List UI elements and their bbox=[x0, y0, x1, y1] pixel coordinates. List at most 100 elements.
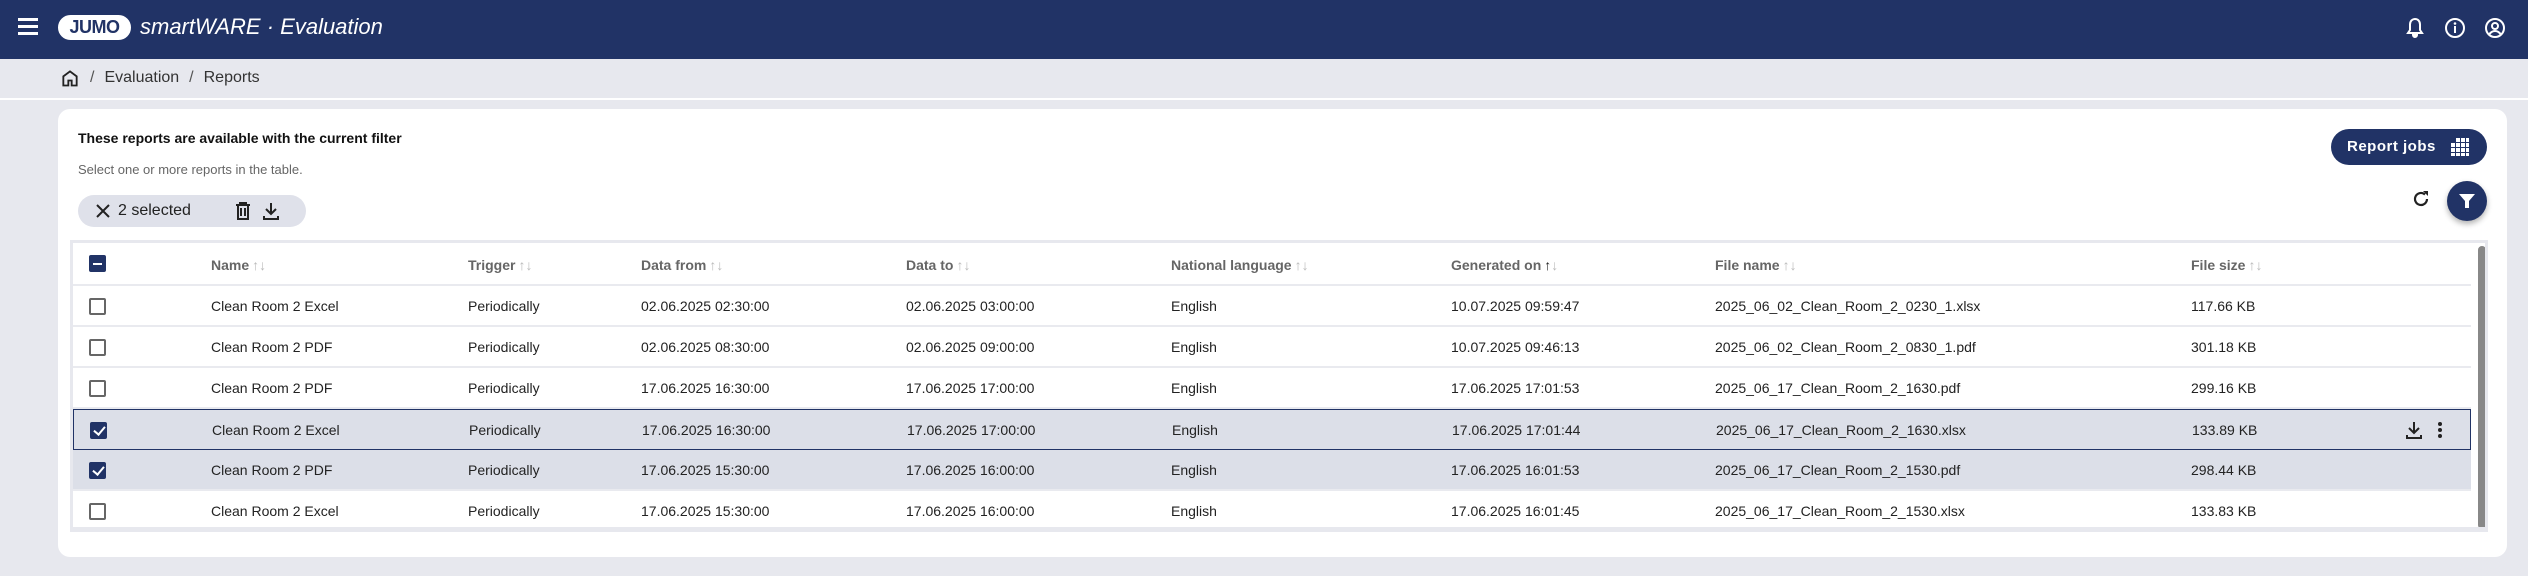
reports-card: These reports are available with the cur… bbox=[58, 109, 2507, 557]
refresh-icon[interactable] bbox=[2411, 189, 2431, 209]
table-row[interactable]: Clean Room 2 Excel Periodically 17.06.2025… bbox=[73, 491, 2471, 527]
column-header-data-to[interactable]: Data to ↑↓ bbox=[906, 257, 970, 273]
column-header-file-name[interactable]: File name ↑↓ bbox=[1715, 257, 1797, 273]
sort-arrows-icon[interactable]: ↑↓ bbox=[1544, 257, 1559, 273]
cell-generated: 17.06.2025 16:01:53 bbox=[1451, 462, 1580, 478]
sort-arrows-icon[interactable]: ↑↓ bbox=[252, 257, 267, 273]
cell-generated: 10.07.2025 09:46:13 bbox=[1451, 339, 1580, 355]
cell-name: Clean Room 2 Excel bbox=[211, 503, 339, 519]
row-checkbox[interactable] bbox=[90, 422, 107, 439]
card-subtitle: Select one or more reports in the table. bbox=[78, 162, 303, 177]
cell-file: 2025_06_17_Clean_Room_2_1630.pdf bbox=[1715, 380, 1961, 396]
column-label: File size bbox=[2191, 257, 2246, 273]
cell-trigger: Periodically bbox=[468, 298, 540, 314]
jumo-logo: JUMO bbox=[58, 15, 131, 40]
row-download-icon[interactable] bbox=[2404, 420, 2424, 440]
sort-arrows-icon[interactable]: ↑↓ bbox=[709, 257, 724, 273]
filter-icon bbox=[2459, 194, 2475, 208]
cell-file: 2025_06_02_Clean_Room_2_0830_1.pdf bbox=[1715, 339, 1976, 355]
cell-size: 117.66 KB bbox=[2191, 298, 2256, 314]
cell-trigger: Periodically bbox=[468, 380, 540, 396]
menu-icon[interactable] bbox=[18, 18, 38, 35]
column-header-trigger[interactable]: Trigger ↑↓ bbox=[468, 257, 532, 273]
cell-from: 17.06.2025 15:30:00 bbox=[641, 503, 770, 519]
sort-arrows-icon[interactable]: ↑↓ bbox=[956, 257, 971, 273]
cell-trigger: Periodically bbox=[468, 462, 540, 478]
column-header-national-language[interactable]: National language ↑↓ bbox=[1171, 257, 1309, 273]
cell-trigger: Periodically bbox=[469, 422, 541, 438]
cell-size: 133.89 KB bbox=[2192, 422, 2258, 438]
sort-arrows-icon[interactable]: ↑↓ bbox=[518, 257, 533, 273]
row-checkbox[interactable] bbox=[89, 503, 106, 520]
table-row[interactable]: Clean Room 2 PDF Periodically 02.06.2025 0… bbox=[73, 327, 2471, 368]
breadcrumb: / Evaluation / Reports bbox=[60, 66, 260, 90]
cell-from: 17.06.2025 16:30:00 bbox=[641, 380, 770, 396]
table-row[interactable]: Clean Room 2 PDF Periodically 17.06.2025 1… bbox=[73, 450, 2471, 491]
column-label: Generated on bbox=[1451, 257, 1542, 273]
cell-to: 17.06.2025 16:00:00 bbox=[906, 462, 1035, 478]
delete-icon[interactable] bbox=[234, 201, 252, 221]
cell-lang: English bbox=[1171, 462, 1217, 478]
sort-arrows-icon[interactable]: ↑↓ bbox=[2248, 257, 2263, 273]
breadcrumb-reports: Reports bbox=[203, 69, 260, 86]
cell-lang: English bbox=[1171, 503, 1217, 519]
row-checkbox[interactable] bbox=[89, 462, 106, 479]
cell-lang: English bbox=[1171, 298, 1217, 314]
cell-from: 02.06.2025 08:30:00 bbox=[641, 339, 770, 355]
cell-file: 2025_06_02_Clean_Room_2_0230_1.xlsx bbox=[1715, 298, 1981, 314]
breadcrumb-separator: / bbox=[90, 69, 95, 86]
more-options-icon[interactable] bbox=[2436, 420, 2444, 440]
cell-lang: English bbox=[1171, 380, 1217, 396]
column-label: Data to bbox=[906, 257, 954, 273]
download-icon[interactable] bbox=[261, 201, 281, 221]
sort-arrows-icon[interactable]: ↑↓ bbox=[1294, 257, 1309, 273]
cell-generated: 17.06.2025 17:01:44 bbox=[1452, 422, 1581, 438]
filter-button[interactable] bbox=[2447, 181, 2487, 221]
row-checkbox[interactable] bbox=[89, 380, 106, 397]
cell-from: 02.06.2025 02:30:00 bbox=[641, 298, 770, 314]
top-bar: JUMO smartWARE · Evaluation bbox=[0, 0, 2528, 59]
info-icon[interactable] bbox=[2443, 16, 2467, 40]
scrollbar[interactable] bbox=[2478, 246, 2485, 527]
account-icon[interactable] bbox=[2483, 16, 2507, 40]
cell-size: 301.18 KB bbox=[2191, 339, 2257, 355]
cell-generated: 10.07.2025 09:59:47 bbox=[1451, 298, 1580, 314]
cell-name: Clean Room 2 PDF bbox=[211, 462, 333, 478]
card-title: These reports are available with the cur… bbox=[78, 130, 402, 146]
column-header-generated-on[interactable]: Generated on ↑↓ bbox=[1451, 257, 1558, 273]
bell-icon[interactable] bbox=[2403, 16, 2427, 40]
cell-generated: 17.06.2025 17:01:53 bbox=[1451, 380, 1580, 396]
column-header-name[interactable]: Name ↑↓ bbox=[211, 257, 266, 273]
select-all-checkbox[interactable] bbox=[89, 255, 106, 272]
breadcrumb-evaluation[interactable]: Evaluation bbox=[104, 69, 180, 86]
table-row[interactable]: Clean Room 2 Excel Periodically 02.06.2025… bbox=[73, 286, 2471, 327]
column-label: Data from bbox=[641, 257, 707, 273]
report-jobs-label: Report jobs bbox=[2347, 138, 2436, 155]
table-row[interactable]: Clean Room 2 Excel Periodically 17.06.2025… bbox=[73, 409, 2471, 450]
grid-schedule-icon bbox=[2451, 138, 2469, 156]
table-header: Name ↑↓ Trigger ↑↓ Data from ↑↓ Data to ↑↓ Natio… bbox=[73, 243, 2471, 286]
selection-count: 2 selected bbox=[118, 202, 191, 219]
column-header-data-from[interactable]: Data from ↑↓ bbox=[641, 257, 723, 273]
home-icon[interactable] bbox=[60, 68, 80, 88]
cell-file: 2025_06_17_Clean_Room_2_1530.xlsx bbox=[1715, 503, 1965, 519]
selection-chip: 2 selected bbox=[78, 195, 306, 227]
reports-table: Name ↑↓ Trigger ↑↓ Data from ↑↓ Data to ↑↓ Natio… bbox=[70, 240, 2488, 532]
column-header-file-size[interactable]: File size ↑↓ bbox=[2191, 257, 2262, 273]
report-jobs-button[interactable]: Report jobs bbox=[2331, 129, 2487, 165]
table-row[interactable]: Clean Room 2 PDF Periodically 17.06.2025 1… bbox=[73, 368, 2471, 409]
column-label: File name bbox=[1715, 257, 1780, 273]
cell-trigger: Periodically bbox=[468, 503, 540, 519]
cell-lang: English bbox=[1171, 339, 1217, 355]
column-label: Trigger bbox=[468, 257, 516, 273]
cell-to: 17.06.2025 17:00:00 bbox=[906, 380, 1035, 396]
cell-file: 2025_06_17_Clean_Room_2_1530.pdf bbox=[1715, 462, 1961, 478]
cell-generated: 17.06.2025 16:01:45 bbox=[1451, 503, 1580, 519]
cell-size: 298.44 KB bbox=[2191, 462, 2257, 478]
cell-lang: English bbox=[1172, 422, 1218, 438]
row-checkbox[interactable] bbox=[89, 298, 106, 315]
close-icon[interactable] bbox=[94, 202, 112, 220]
sort-arrows-icon[interactable]: ↑↓ bbox=[1782, 257, 1797, 273]
row-checkbox[interactable] bbox=[89, 339, 106, 356]
cell-to: 17.06.2025 17:00:00 bbox=[907, 422, 1036, 438]
